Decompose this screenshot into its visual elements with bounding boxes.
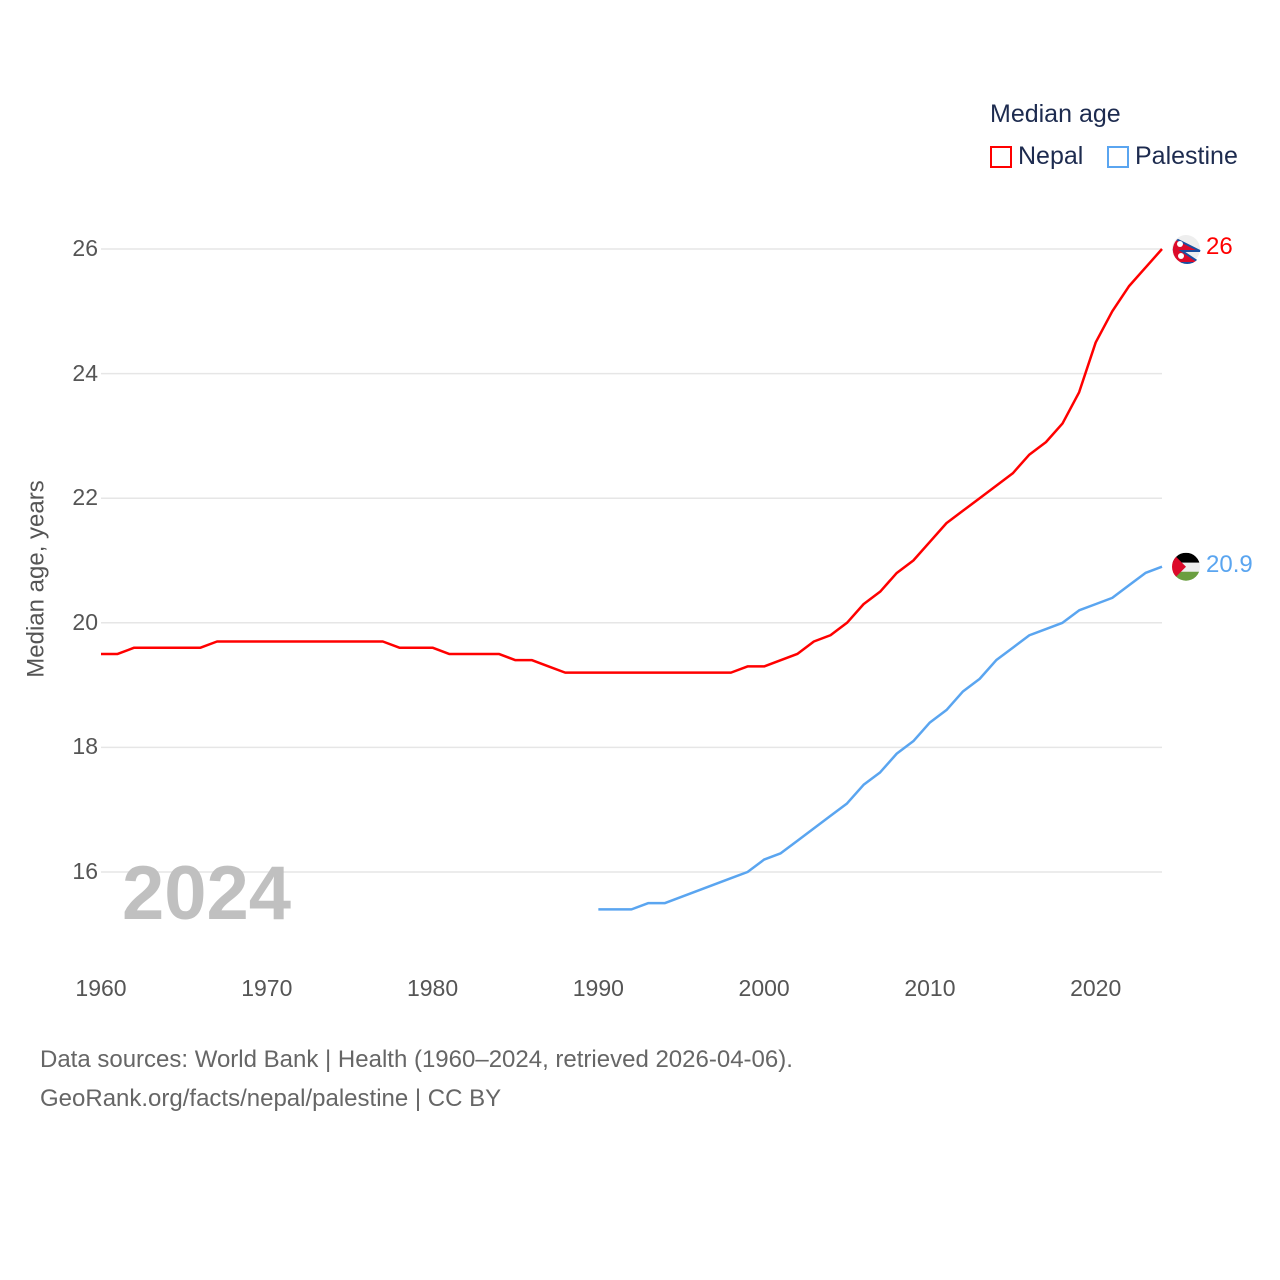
end-value-label-palestine: 20.9 bbox=[1206, 550, 1253, 578]
x-tick-label: 1970 bbox=[241, 975, 293, 1001]
legend-item-palestine[interactable]: Palestine bbox=[1107, 142, 1238, 171]
x-tick-label: 2000 bbox=[738, 975, 790, 1001]
x-tick-label: 1990 bbox=[572, 975, 624, 1001]
y-tick-label: 22 bbox=[72, 484, 98, 511]
palestine-flag-icon bbox=[1172, 552, 1200, 581]
legend-title: Median age bbox=[990, 100, 1121, 128]
series-line-palestine bbox=[598, 565, 1163, 911]
nepal-flag-icon bbox=[1172, 235, 1200, 263]
legend-swatch-palestine bbox=[1107, 145, 1129, 168]
source-text: Data sources: World Bank | Health (1960–… bbox=[40, 1046, 793, 1073]
series-line-nepal bbox=[101, 248, 1163, 674]
legend-item-nepal[interactable]: Nepal bbox=[990, 142, 1083, 171]
y-tick-label: 20 bbox=[72, 608, 98, 635]
x-tick-label: 2020 bbox=[1070, 975, 1122, 1001]
y-tick-label: 16 bbox=[72, 858, 98, 884]
attribution-link[interactable]: GeoRank.org/facts/nepal/palestine | CC B… bbox=[40, 1085, 502, 1112]
x-tick-label: 1980 bbox=[406, 975, 459, 1001]
legend-label-nepal: Nepal bbox=[1018, 142, 1084, 170]
y-tick-label: 18 bbox=[72, 733, 98, 760]
x-tick-label: 1960 bbox=[75, 975, 127, 1001]
end-value-label-nepal: 26 bbox=[1206, 233, 1233, 260]
year-watermark: 2024 bbox=[122, 851, 292, 936]
y-tick-label: 26 bbox=[72, 235, 98, 261]
x-tick-label: 2010 bbox=[904, 975, 956, 1001]
y-tick-label: 24 bbox=[72, 359, 98, 386]
legend-swatch-nepal bbox=[990, 145, 1012, 168]
legend-label-palestine: Palestine bbox=[1135, 142, 1238, 170]
